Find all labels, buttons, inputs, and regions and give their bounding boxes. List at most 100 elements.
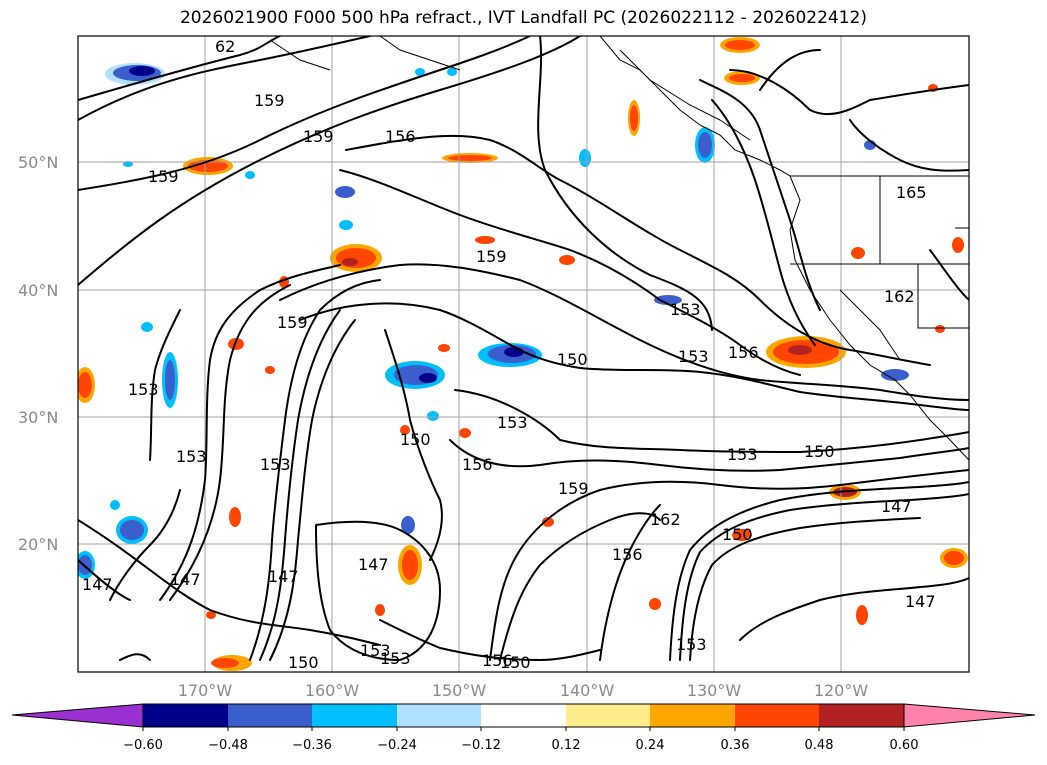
contour-line (689, 517, 921, 661)
contour-line (499, 512, 661, 661)
colorbar-tick-label: −0.60 (123, 738, 163, 753)
lon-label: 120°W (814, 681, 869, 700)
contour-line (279, 263, 969, 401)
contour-line (339, 169, 801, 376)
contour-label: 147 (268, 567, 299, 586)
contour-label: 156 (482, 651, 513, 670)
contour-line (929, 249, 969, 301)
contour-line (249, 279, 381, 661)
contour-line (699, 79, 821, 311)
colorbar-segment (566, 704, 650, 727)
negative-blob (335, 186, 355, 198)
negative-blob (120, 520, 144, 540)
gridlines (78, 36, 969, 672)
contour-label: 159 (558, 479, 589, 498)
contour-label: 153 (260, 455, 291, 474)
contour-label: 159 (148, 167, 179, 186)
lat-label: 30°N (18, 408, 58, 427)
colorbar-tick-label: 0.48 (805, 738, 834, 753)
negative-blob (654, 295, 682, 305)
positive-blob (732, 529, 752, 541)
positive-blob (402, 550, 418, 580)
contour-label: 165 (896, 183, 927, 202)
positive-blob (856, 605, 868, 625)
colorbar-tick-label: −0.24 (377, 738, 417, 753)
contour-label: 150 (500, 653, 531, 672)
map-frame (77, 35, 970, 673)
border (839, 289, 901, 361)
contour-line (679, 493, 969, 661)
contour-label: 159 (254, 91, 285, 110)
negative-blob (165, 360, 175, 400)
contour-line (599, 504, 661, 661)
contour-label: 150 (288, 653, 319, 672)
border (955, 227, 969, 270)
lon-label: 130°W (687, 681, 742, 700)
negative-blob (698, 132, 712, 158)
lon-label: 150°W (432, 681, 487, 700)
negative-blob (427, 411, 439, 421)
colorbar-tick-label: −0.12 (461, 738, 501, 753)
negative-blob (129, 66, 155, 76)
contour-label: 156 (385, 127, 416, 146)
positive-blob (211, 658, 239, 668)
colorbar-tick-label: 0.36 (721, 738, 750, 753)
contour-line (169, 284, 291, 601)
contour-line (78, 559, 131, 601)
colorbar-segment (143, 704, 228, 727)
positive-blob (188, 160, 228, 172)
contour-label: 153 (727, 445, 758, 464)
negative-blob (401, 516, 415, 534)
refractivity-contours (78, 36, 969, 661)
positive-blob (542, 517, 554, 527)
negative-blob (141, 322, 153, 332)
contour-line (149, 309, 181, 461)
positive-blob (459, 428, 471, 438)
contour-line (449, 439, 969, 472)
contour-label: 147 (905, 592, 936, 611)
coastline (379, 36, 461, 71)
contour-label: 153 (176, 447, 207, 466)
colorbar-extend-high (903, 703, 1036, 728)
contour-label: 153 (678, 347, 709, 366)
contour-line (78, 36, 581, 286)
contour-label: 153 (497, 413, 528, 432)
contour-line (729, 69, 969, 116)
lat-label: 20°N (18, 535, 58, 554)
negative-blob (447, 68, 457, 76)
contour-label: 150 (400, 430, 431, 449)
colorbar-segment (312, 704, 397, 727)
contour-label: 153 (128, 380, 159, 399)
colorbar-tick-label: −0.48 (208, 738, 248, 753)
positive-blob (375, 604, 385, 616)
contour-line (119, 653, 151, 661)
positive-blob (630, 105, 638, 131)
contour-label: 153 (670, 300, 701, 319)
colorbar: −0.60 −0.48 −0.36 −0.24 −0.12 0.12 0.24 … (11, 703, 1036, 753)
positive-blob (78, 372, 92, 398)
contour-line (384, 329, 443, 561)
positive-blob (400, 425, 410, 435)
contour-line (259, 309, 341, 661)
colorbar-segment (819, 704, 904, 727)
contour-line (299, 302, 969, 411)
latitude-labels: 50°N 40°N 30°N 20°N (18, 153, 58, 554)
contour-line (739, 577, 969, 641)
positive-blob (336, 248, 376, 268)
contour-label: 147 (170, 570, 201, 589)
contour-label: 156 (728, 343, 759, 362)
contour-labels: 62 159 159 156 159 165 159 159 153 156 1… (82, 37, 936, 672)
contour-label: 147 (358, 555, 389, 574)
contour-label: 159 (303, 127, 334, 146)
colorbar-tick-label: 0.24 (636, 738, 665, 753)
contour-label: 153 (360, 641, 391, 660)
contour-line (78, 519, 381, 646)
contour-line (315, 520, 441, 661)
contour-line (269, 319, 356, 661)
colorbar-outline (142, 703, 905, 728)
positive-blob (265, 366, 275, 374)
colorbar-segment (481, 704, 566, 727)
shaded-blobs (78, 37, 968, 671)
positive-blob (229, 507, 241, 527)
